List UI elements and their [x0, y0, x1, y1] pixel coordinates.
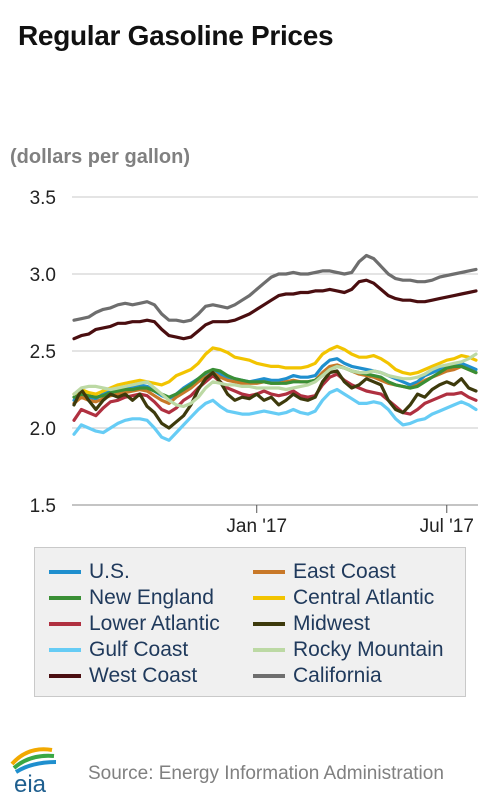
legend-item-central-atlantic: Central Atlantic	[253, 586, 434, 610]
legend-swatch	[49, 622, 81, 626]
legend-swatch	[253, 622, 285, 626]
legend-item-lower-atlantic: Lower Atlantic	[49, 612, 220, 636]
legend-swatch	[253, 596, 285, 600]
series-line-rocky-mountain	[72, 352, 478, 408]
legend-swatch	[49, 648, 81, 652]
legend-item-new-england: New England	[49, 586, 214, 610]
chart-legend: U.S. East Coast New England Central Atlanti…	[34, 547, 466, 697]
source-note: Source: Energy Information Administratio…	[88, 763, 444, 784]
legend-label: California	[293, 664, 382, 687]
series-line-new-england	[72, 364, 478, 399]
legend-item-gulf-coast: Gulf Coast	[49, 638, 188, 662]
legend-swatch	[49, 596, 81, 600]
legend-label: East Coast	[293, 560, 396, 583]
y-tick-label: 2.5	[30, 342, 56, 363]
legend-label: U.S.	[89, 560, 130, 583]
legend-swatch	[49, 674, 81, 678]
chart-title: Regular Gasoline Prices	[18, 20, 334, 51]
legend-swatch	[253, 570, 285, 574]
legend-label: Rocky Mountain	[293, 638, 444, 661]
y-tick-label: 3.5	[30, 188, 56, 209]
legend-label: Central Atlantic	[293, 586, 435, 609]
x-tick-label: Jan '17	[226, 516, 287, 537]
legend-item-midwest: Midwest	[253, 612, 370, 636]
legend-item-california: California	[253, 664, 382, 688]
legend-label: West Coast	[89, 664, 198, 687]
line-chart: 1.5 2.0 2.5 3.0 3.5 Jan '17 Jul '17	[30, 188, 478, 537]
legend-label: Midwest	[293, 612, 371, 635]
legend-swatch	[253, 648, 285, 652]
series-line-midwest	[72, 369, 478, 430]
y-tick-label: 2.0	[30, 419, 56, 440]
legend-label: New England	[89, 586, 214, 609]
x-tick-label: Jul '17	[420, 516, 474, 537]
series-line-central-atlantic	[72, 344, 478, 396]
series-line-california	[72, 253, 478, 324]
series-line-gulf-coast	[72, 387, 478, 442]
series-line-u-s	[72, 357, 478, 402]
legend-swatch	[253, 674, 285, 678]
series-line-west-coast	[72, 278, 478, 341]
legend-item-u-s: U.S.	[49, 560, 130, 584]
eia-logo: eia	[10, 747, 57, 794]
legend-label: Gulf Coast	[89, 638, 189, 661]
legend-swatch	[49, 570, 81, 574]
y-axis-unit-label: (dollars per gallon)	[10, 146, 191, 168]
eia-logo-text: eia	[14, 771, 47, 794]
y-tick-label: 3.0	[30, 265, 56, 286]
y-tick-label: 1.5	[30, 496, 56, 517]
legend-item-rocky-mountain: Rocky Mountain	[253, 638, 444, 662]
legend-label: Lower Atlantic	[89, 612, 220, 635]
legend-item-west-coast: West Coast	[49, 664, 197, 688]
legend-item-east-coast: East Coast	[253, 560, 396, 584]
